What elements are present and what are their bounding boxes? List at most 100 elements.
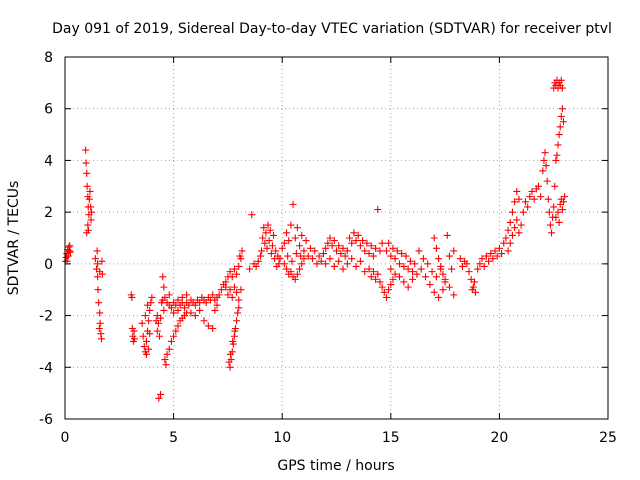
data-point [395,273,403,281]
data-point [94,286,102,294]
data-point [254,257,262,265]
data-point [296,242,304,250]
data-point [389,244,397,252]
data-point [335,257,343,265]
data-point [435,293,443,301]
data-point [225,358,233,366]
data-point [95,325,103,332]
data-point [297,252,305,260]
data-point [266,226,274,234]
x-tick-label: 0 [61,430,70,446]
data-point [395,260,403,268]
data-point [153,327,161,335]
data-point [291,275,299,283]
data-point [348,255,356,263]
data-point [404,283,412,291]
data-point [267,250,275,258]
data-point [270,231,278,239]
data-point [439,270,447,278]
data-point [437,262,445,270]
data-point [385,239,393,247]
data-point [268,242,276,250]
data-point [540,156,548,164]
data-point [400,262,408,270]
data-point [470,278,478,286]
data-point [389,275,397,283]
data-point [145,317,153,325]
data-point [511,224,519,232]
data-point [128,293,136,301]
data-point [64,252,72,260]
data-point [515,195,523,203]
data-point [174,296,182,304]
data-point [393,247,401,255]
data-point [352,262,360,270]
data-point [341,252,349,260]
data-point [498,250,506,258]
data-point [445,283,453,291]
data-point [485,257,493,265]
data-point [138,319,146,327]
data-point [217,286,225,294]
data-point [233,317,241,325]
data-point [224,291,232,299]
data-point [363,239,371,247]
data-point [376,247,384,255]
x-tick-label: 20 [490,430,508,446]
data-point [146,306,154,314]
data-point [504,226,512,234]
data-point [237,286,245,294]
data-point [285,237,293,245]
data-point [487,250,495,258]
data-point [256,252,264,260]
data-point [280,239,288,247]
data-point [252,262,260,270]
data-point [556,123,564,131]
data-point [524,203,532,211]
plot-frame [64,56,609,420]
data-point [196,299,204,307]
y-tick-label: 2 [44,205,53,221]
data-point [233,288,241,296]
data-point [356,242,364,250]
data-point [66,248,74,256]
x-tick-label: 25 [599,430,617,446]
data-point [480,262,488,270]
data-point [238,247,246,255]
data-point [209,291,217,299]
data-point [246,265,254,273]
data-point [335,242,343,250]
data-point [463,260,471,268]
data-point [404,265,412,273]
data-point [551,182,559,190]
data-point [144,301,152,309]
y-tick-label: 8 [44,50,53,66]
data-point [180,304,188,312]
data-point [163,350,171,358]
data-point [96,319,104,327]
data-point [500,239,508,247]
data-point [539,167,547,175]
data-point [398,250,406,258]
data-point [167,337,175,345]
y-tick-label: 0 [44,257,53,273]
data-point [234,309,242,317]
data-point [141,312,149,320]
data-point [419,255,427,263]
data-point [155,394,163,402]
y-tick-label: -2 [39,309,53,325]
data-point [87,208,95,216]
data-point [155,332,163,340]
data-point [411,260,419,268]
data-point [554,141,562,149]
data-point [491,247,499,255]
data-point [304,252,312,260]
data-point [448,265,456,273]
data-point [513,216,521,224]
chart-title: Day 091 of 2019, Sidereal Day-to-day VTE… [52,21,612,37]
data-point [196,306,204,314]
data-point [465,268,473,276]
data-point [515,229,523,237]
data-point [508,208,516,216]
data-point [191,301,199,309]
